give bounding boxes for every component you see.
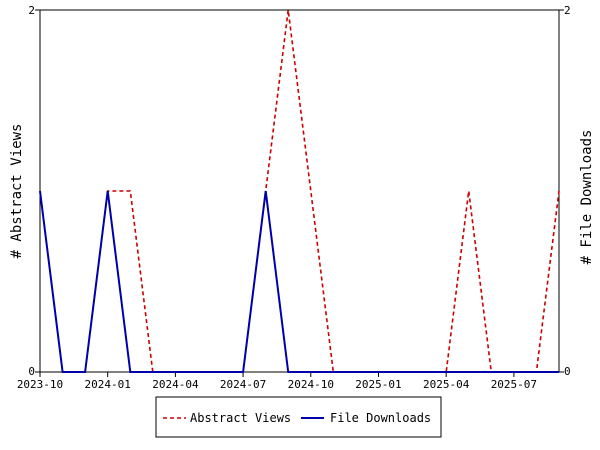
series-line-file-downloads (39, 190, 559, 373)
legend-label-abstract-views: Abstract Views (190, 411, 291, 425)
series-line-abstract-views (39, 9, 560, 373)
x-tick-label-2024-07: 2024-07 (220, 378, 266, 391)
legend-label-file-downloads: File Downloads (330, 411, 431, 425)
x-tick-label-2024-04: 2024-04 (152, 378, 199, 391)
plot-area (39, 9, 560, 373)
y-tick-labels: 0 2 0 2 (28, 4, 570, 378)
x-tick-labels: 2023-10 2024-01 2024-04 2024-07 2024-10 2025-… (17, 378, 537, 391)
y-left-tick-label-2: 2 (28, 4, 35, 17)
y-left-tick-label-0: 0 (28, 365, 35, 378)
series-layer (39, 9, 560, 373)
x-tick-label-2024-10: 2024-10 (288, 378, 334, 391)
y-axis-left-title: # Abstract Views (9, 124, 25, 259)
legend: Abstract Views File Downloads (155, 396, 442, 438)
x-tick-label-2023-10: 2023-10 (17, 378, 63, 391)
x-tick-label-2025-01: 2025-01 (355, 378, 401, 391)
y-right-tick-label-2: 2 (564, 4, 571, 17)
y-axis-right-title: # File Downloads (579, 130, 595, 265)
legend-box (155, 396, 442, 438)
x-tick-label-2025-07: 2025-07 (491, 378, 537, 391)
y-right-tick-label-0: 0 (564, 365, 571, 378)
x-tick-label-2025-04: 2025-04 (423, 378, 470, 391)
x-tick-label-2024-01: 2024-01 (85, 378, 131, 391)
